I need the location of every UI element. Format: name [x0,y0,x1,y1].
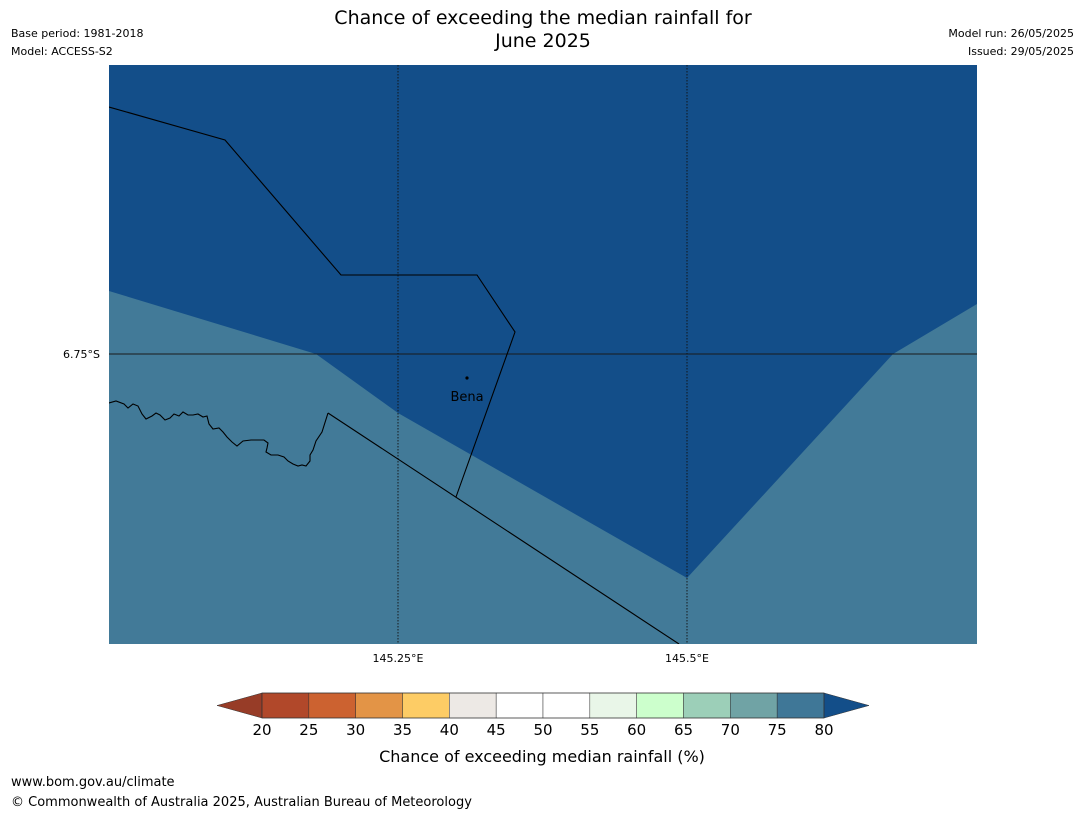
colorbar-extend-low [216,692,263,719]
colorbar-cell [495,692,544,719]
coastline [109,400,329,467]
colorbar-cell [589,692,637,719]
colorbar-cell [636,692,684,719]
page-title: Chance of exceeding the median rainfall … [243,7,843,53]
colorbar-cell [308,692,356,719]
colorbar-tick-label: 55 [580,721,599,739]
colorbar-tick-label: 35 [393,721,412,739]
model-name: Model: ACCESS-S2 [11,45,113,58]
colorbar-tick-label: 25 [299,721,318,739]
colorbar-tick-label: 40 [440,721,459,739]
colorbar-cell [776,692,825,719]
colorbar-cell [730,692,778,719]
meta-left: Base period: 1981-2018 Model: ACCESS-S2 [11,25,143,61]
issued-date: Issued: 29/05/2025 [967,45,1074,58]
colorbar-tick-label: 60 [627,721,646,739]
zone-over-80 [109,65,977,578]
colorbar-cell [402,692,450,719]
town-marker [465,376,469,380]
model-run: Model run: 26/05/2025 [948,27,1074,40]
town-label: Bena [450,390,483,405]
province-border-south [327,412,680,644]
colorbar-label: Chance of exceeding median rainfall (%) [379,747,705,766]
meta-right: Model run: 26/05/2025 Issued: 29/05/2025 [948,25,1074,61]
latitude-label: 6.75°S [63,348,100,361]
colorbar-tick-label: 45 [487,721,506,739]
footer-copyright: © Commonwealth of Australia 2025, Austra… [11,795,472,810]
title-line-2: June 2025 [495,30,591,52]
colorbar-cell [355,692,403,719]
colorbar-tick-label: 75 [768,721,787,739]
colorbar-cell [261,692,310,719]
colorbar: 20 25 30 35 40 45 50 55 60 65 70 75 80 Chance of exc… [216,692,870,766]
colorbar-cell [449,692,497,719]
colorbar-tick-label: 65 [674,721,693,739]
colorbar-extend-high [823,692,870,719]
colorbar-tick-label: 70 [721,721,740,739]
province-border [109,106,516,498]
title-line-1: Chance of exceeding the median rainfall … [334,7,752,29]
colorbar-tick-label: 30 [346,721,365,739]
colorbar-tick-label: 20 [252,721,271,739]
base-period: Base period: 1981-2018 [11,27,144,40]
longitude-label-2: 145.5°E [665,652,709,665]
longitude-label-1: 145.25°E [373,652,424,665]
colorbar-tick-label: 80 [814,721,833,739]
colorbar-cell [542,692,591,719]
footer-url: www.bom.gov.au/climate [11,775,175,790]
colorbar-tick-label: 50 [533,721,552,739]
colorbar-cell [683,692,731,719]
